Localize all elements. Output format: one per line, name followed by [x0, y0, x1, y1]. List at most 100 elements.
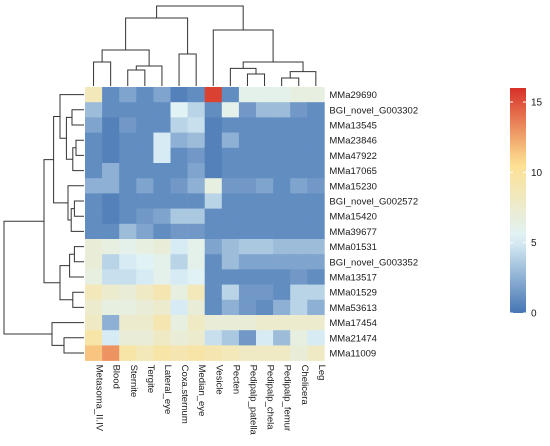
- heatmap-cell: [119, 299, 137, 316]
- heatmap-cell: [307, 284, 325, 301]
- heatmap-cell: [119, 102, 137, 118]
- heatmap-cell: [119, 315, 137, 331]
- heatmap-cell: [136, 163, 154, 179]
- heatmap-cell: [153, 87, 171, 103]
- heatmap-cell: [221, 315, 240, 331]
- dendrogram-branch: [135, 65, 163, 86]
- heatmap-cell: [187, 163, 205, 179]
- row-label: MMa11009: [329, 349, 376, 360]
- heatmap-cell: [187, 315, 205, 331]
- heatmap-cell: [153, 102, 171, 118]
- heatmap-cell: [119, 330, 137, 346]
- heatmap-cell: [204, 193, 223, 209]
- heatmap-cell: [221, 102, 240, 118]
- heatmap-cell: [170, 269, 188, 285]
- heatmap-cell: [307, 208, 325, 225]
- colorbar-tick-label: 15: [531, 98, 543, 109]
- heatmap-cell: [307, 87, 325, 103]
- column-label: Median_eye: [196, 365, 207, 417]
- heatmap-cell: [221, 147, 240, 164]
- heatmap-cell: [119, 178, 137, 194]
- heatmap-cell: [238, 269, 257, 285]
- heatmap-cell: [273, 345, 291, 361]
- heatmap-cell: [273, 193, 291, 209]
- heatmap-cell: [273, 269, 291, 285]
- heatmap-cell: [102, 330, 120, 346]
- heatmap-cell: [85, 284, 103, 301]
- heatmap-cell: [153, 223, 171, 240]
- heatmap-cell: [136, 117, 154, 133]
- heatmap-cell: [187, 193, 205, 209]
- heatmap-cell: [256, 87, 274, 103]
- heatmap-cell: [170, 239, 188, 255]
- heatmap-cell: [85, 193, 103, 209]
- heatmap-cell: [136, 269, 154, 285]
- heatmap-cell: [307, 254, 325, 270]
- heatmap-cell: [85, 330, 103, 346]
- heatmap-cell: [170, 284, 188, 301]
- heatmap-cell: [256, 208, 274, 225]
- heatmap-cell: [204, 315, 223, 331]
- row-label: MMa01531: [329, 242, 377, 253]
- heatmap-cell: [136, 178, 154, 194]
- dendrogram-branch: [43, 159, 60, 284]
- heatmap-cells: [85, 87, 325, 361]
- heatmap-cell: [170, 87, 188, 103]
- column-label: Coxa.sternum: [179, 365, 190, 424]
- heatmap-cell: [238, 193, 257, 209]
- dendrogram-branch: [72, 291, 84, 308]
- heatmap-cell: [307, 193, 325, 209]
- heatmap-cell: [136, 345, 154, 361]
- heatmap-cell: [187, 299, 205, 316]
- heatmap-cell: [85, 208, 103, 225]
- heatmap-cell: [136, 330, 154, 346]
- heatmap-cell: [170, 163, 188, 179]
- dendrogram-branch: [67, 185, 84, 221]
- colorbar-tick-label: 10: [531, 168, 543, 179]
- dendrogram-branch: [69, 253, 84, 278]
- heatmap-cell: [204, 299, 223, 316]
- heatmap-cell: [102, 239, 120, 255]
- heatmap-cell: [187, 254, 205, 270]
- heatmap-cell: [187, 239, 205, 255]
- heatmap-cell: [187, 102, 205, 118]
- heatmap-cell: [273, 178, 291, 194]
- heatmap-cell: [256, 269, 274, 285]
- heatmap-cell: [85, 178, 103, 194]
- dendrogram-branch: [3, 220, 52, 335]
- heatmap-cell: [153, 132, 171, 149]
- heatmap-cell: [238, 87, 257, 103]
- heatmap-cell: [119, 117, 137, 133]
- heatmap-cell: [307, 117, 325, 133]
- column-labels: Metasoma_II.IV Blood Sternite Tergite Latera…: [94, 365, 327, 436]
- heatmap-cell: [290, 147, 308, 164]
- heatmap-cell: [187, 223, 205, 240]
- heatmap-cell: [290, 102, 308, 118]
- dendrogram-branch: [289, 71, 317, 86]
- heatmap-cell: [85, 132, 103, 149]
- dendrogram-branch: [101, 49, 150, 66]
- heatmap-cell: [102, 284, 120, 301]
- heatmap-cell: [221, 330, 240, 346]
- heatmap-cell: [204, 254, 223, 270]
- heatmap-cell: [102, 299, 120, 316]
- column-label: Leg: [316, 365, 327, 381]
- heatmap-cell: [153, 284, 171, 301]
- heatmap-cell: [187, 330, 205, 346]
- heatmap-cell: [204, 132, 223, 149]
- heatmap-cell: [238, 117, 257, 133]
- heatmap-cell: [204, 178, 223, 194]
- dendrogram-branch: [156, 5, 244, 30]
- heatmap-cell: [170, 345, 188, 361]
- heatmap-cell: [153, 299, 171, 316]
- dendrogram-branch: [246, 73, 266, 86]
- heatmap-cell: [238, 345, 257, 361]
- heatmap-cell: [256, 284, 274, 301]
- dendrogram-branch: [53, 115, 68, 204]
- column-label: Sternite: [128, 365, 139, 398]
- heatmap-cell: [290, 345, 308, 361]
- heatmap-cell: [238, 102, 257, 118]
- heatmap-cell: [221, 178, 240, 194]
- heatmap-cell: [136, 193, 154, 209]
